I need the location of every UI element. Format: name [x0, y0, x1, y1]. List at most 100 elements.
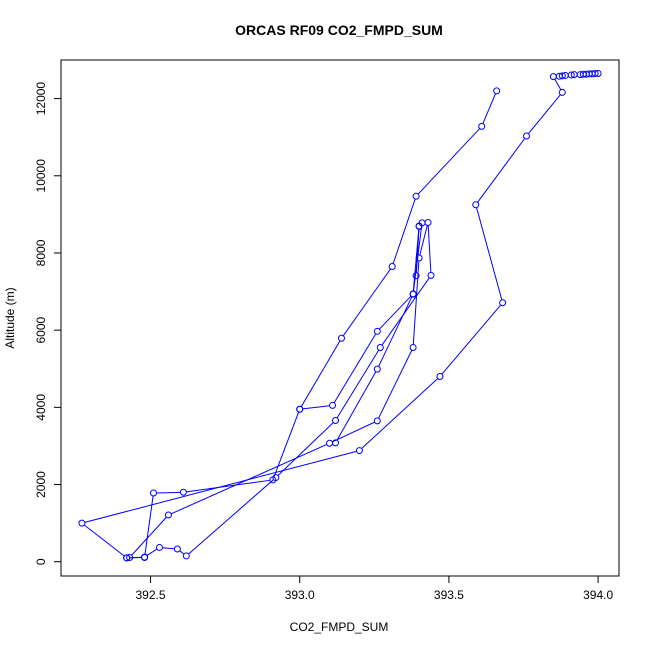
series-segment	[441, 304, 502, 375]
series-segment	[392, 198, 416, 264]
y-tick-label: 0	[34, 558, 48, 565]
series-segment	[129, 556, 142, 559]
series-segment	[378, 296, 413, 367]
data-point	[373, 365, 381, 373]
y-tick-label: 12000	[34, 82, 48, 116]
data-point	[355, 447, 363, 455]
data-point	[591, 70, 599, 78]
series-segment	[144, 495, 154, 555]
series-segment	[381, 277, 430, 346]
data-point	[472, 201, 480, 209]
data-point	[418, 219, 426, 227]
series-1	[78, 70, 602, 562]
series-segment	[83, 524, 125, 557]
series-segment	[427, 225, 432, 273]
data-point	[549, 73, 557, 81]
x-tick-label: 392.5	[136, 588, 166, 602]
x-tick-label: 394.0	[583, 588, 613, 602]
series-segment	[419, 225, 428, 256]
series-segment	[300, 340, 341, 407]
x-axis: 392.5 393.0 393.5 394.0	[136, 575, 613, 602]
data-point	[567, 71, 575, 79]
series-segment	[477, 138, 526, 203]
data-point	[272, 474, 280, 482]
series-segment	[277, 422, 334, 476]
series-segment	[554, 78, 562, 91]
series-segment	[186, 479, 270, 493]
data-point	[332, 439, 340, 447]
series-segment	[302, 405, 330, 410]
data-point	[179, 488, 187, 496]
data-point	[182, 552, 190, 560]
data-point	[337, 334, 345, 342]
series-3	[332, 219, 426, 447]
data-point	[558, 88, 566, 96]
series-segment	[482, 93, 496, 124]
data-point	[296, 405, 304, 413]
series-segment	[84, 450, 357, 523]
series-segment	[332, 421, 375, 443]
data-point	[332, 416, 340, 424]
series-segment	[156, 491, 181, 494]
plot-frame	[60, 59, 620, 577]
data-point	[150, 489, 158, 497]
x-tick-label: 393.5	[434, 588, 464, 602]
y-tick-label: 4000	[34, 394, 48, 421]
series-segment	[361, 378, 439, 449]
series-segment	[179, 550, 185, 555]
data-point	[478, 122, 486, 130]
data-point	[373, 417, 381, 425]
series-segment	[412, 260, 420, 345]
data-point	[409, 290, 417, 298]
series-segment	[162, 547, 175, 550]
series-segment	[476, 207, 503, 300]
data-point	[376, 344, 384, 352]
data-point	[78, 519, 86, 527]
series-segment	[528, 94, 561, 135]
y-axis: 0 2000 4000 6000 8000 10000 12000	[34, 82, 62, 565]
data-point	[424, 218, 432, 226]
data-point	[141, 553, 149, 561]
chart-title: ORCAS RF09 CO2_FMPD_SUM	[235, 22, 443, 38]
series-segment	[342, 268, 391, 337]
series-segment	[131, 516, 167, 556]
data-point	[499, 299, 507, 307]
series-segment	[333, 333, 377, 404]
series-segment	[146, 548, 158, 556]
data-point	[123, 554, 131, 562]
series-2	[296, 222, 423, 413]
y-tick-label: 8000	[34, 239, 48, 266]
data-point	[326, 439, 334, 447]
series-group	[78, 70, 602, 562]
data-point	[373, 327, 381, 335]
data-point	[126, 553, 134, 561]
series-segment	[378, 350, 413, 419]
data-point	[173, 545, 181, 553]
data-point	[388, 262, 396, 270]
y-tick-label: 10000	[34, 159, 48, 193]
series-segment	[412, 228, 420, 291]
x-axis-label: CO2_FMPD_SUM	[290, 620, 389, 634]
data-point	[409, 344, 417, 352]
data-point	[427, 271, 435, 279]
series-segment	[336, 349, 380, 419]
data-point	[522, 132, 530, 140]
data-point	[164, 511, 172, 519]
y-axis-label: Altitude (m)	[3, 287, 17, 348]
series-segment	[412, 225, 423, 292]
x-tick-label: 393.0	[285, 588, 315, 602]
data-point	[594, 70, 602, 78]
data-point	[412, 192, 420, 200]
data-point	[155, 543, 163, 551]
series-segment	[379, 295, 412, 330]
series-segment	[336, 371, 377, 441]
data-point	[436, 372, 444, 380]
series-segment	[188, 479, 274, 555]
data-point	[558, 72, 566, 80]
series-segment	[417, 128, 481, 195]
y-tick-label: 2000	[34, 471, 48, 498]
data-point	[329, 401, 337, 409]
y-tick-label: 6000	[34, 316, 48, 343]
data-point	[493, 87, 501, 95]
